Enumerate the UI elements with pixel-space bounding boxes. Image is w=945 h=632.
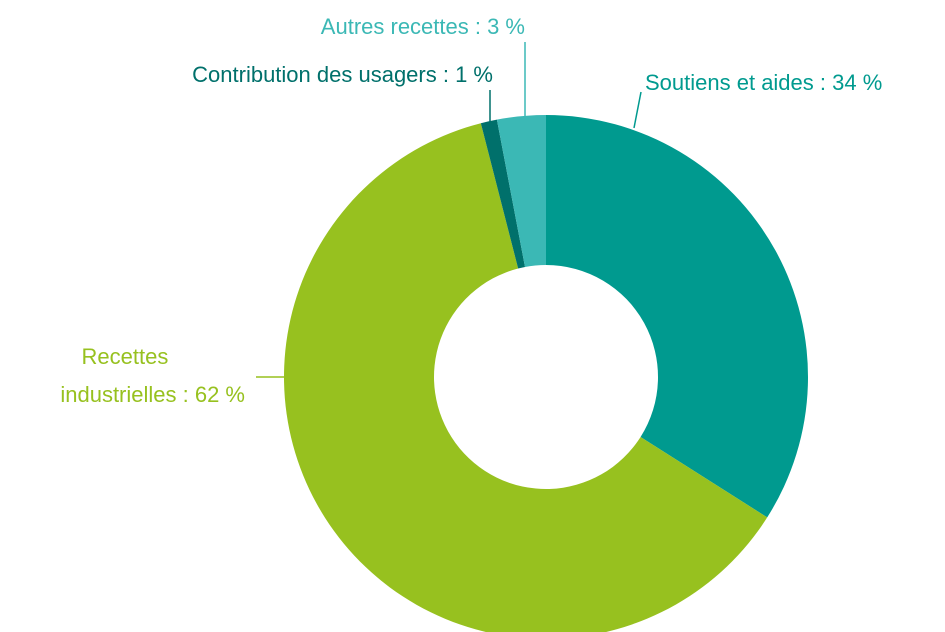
segment-label: Contribution des usagers : 1 % [192,62,493,87]
label-line: industrielles : 62 % [60,382,245,407]
donut-segment [496,115,546,267]
donut-segment [284,123,768,632]
leader-line [633,91,642,129]
segment-label: Soutiens et aides : 34 % [645,70,882,95]
label-line: Recettes [82,344,175,369]
donut-segment [546,115,808,518]
segment-label: Autres recettes : 3 % [321,14,525,39]
segment-label: Recettes industrielles : 62 % [60,344,245,407]
donut-segment [480,119,526,269]
